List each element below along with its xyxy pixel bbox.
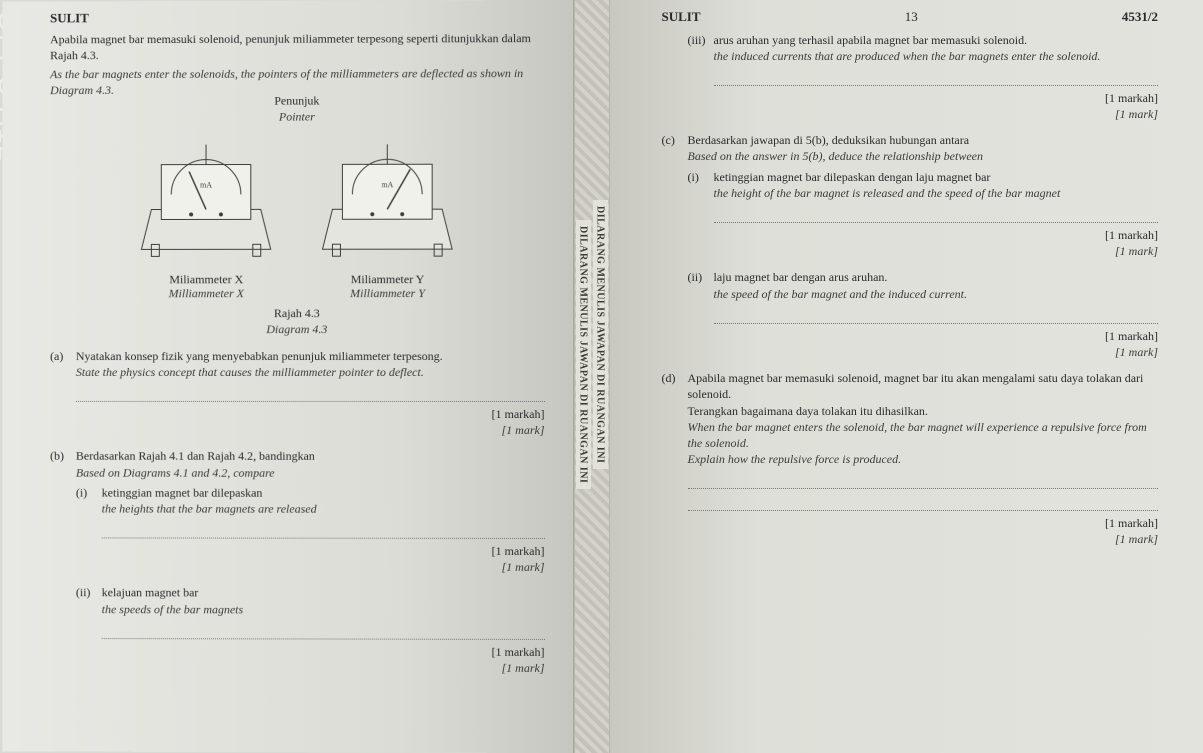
left-page: SULIT Apabila magnet bar memasuki soleno… xyxy=(2,0,573,753)
d-marks: [1 markah] [1 mark] xyxy=(688,515,1159,547)
header-page-num: 13 xyxy=(905,8,918,26)
mark-en: [1 mark] xyxy=(714,344,1159,360)
mark-en: [1 mark] xyxy=(714,243,1159,259)
ci-num: (i) xyxy=(688,169,699,185)
svg-text:mA: mA xyxy=(382,180,394,189)
mark-ms: [1 markah] xyxy=(1105,516,1158,530)
miliammeter-y-svg: mA xyxy=(313,139,463,269)
intro-ms: Apabila magnet bar memasuki solenoid, pe… xyxy=(50,30,544,64)
question-c-i: (i) ketinggian magnet bar dilepaskan den… xyxy=(688,169,1159,260)
a-num: (a) xyxy=(50,348,63,364)
a-ms: Nyatakan konsep fizik yang menyebabkan p… xyxy=(76,348,545,364)
iii-marks: [1 markah] [1 mark] xyxy=(714,90,1159,122)
bi-en: the heights that the bar magnets are rel… xyxy=(102,500,545,517)
answer-line xyxy=(688,475,1159,489)
mark-en: [1 mark] xyxy=(76,422,545,438)
answer-line xyxy=(102,525,545,539)
bii-en: the speeds of the bar magnets xyxy=(102,601,545,618)
pointer-en: Pointer xyxy=(279,110,315,124)
d-ms2: Terangkan bagaimana daya tolakan itu dih… xyxy=(688,403,1159,419)
b-num: (b) xyxy=(50,448,64,464)
c-num: (c) xyxy=(662,132,675,148)
pointer-label: Penunjuk Pointer xyxy=(50,92,544,125)
spine-text-right: DILARANG MENULIS JAWAPAN DI RUANGAN INI xyxy=(593,200,608,469)
question-a: (a) Nyatakan konsep fizik yang menyebabk… xyxy=(50,348,544,439)
question-b-ii: (ii) kelajuan magnet bar the speeds of t… xyxy=(76,585,545,676)
mark-en: [1 mark] xyxy=(102,559,545,576)
mark-ms: [1 markah] xyxy=(492,544,545,558)
iii-en: the induced currents that are produced w… xyxy=(714,48,1159,64)
question-b-iii: (iii) arus aruhan yang terhasil apabila … xyxy=(662,32,1159,123)
bi-ms: ketinggian magnet bar dilepaskan xyxy=(102,484,545,501)
bi-num: (i) xyxy=(76,484,87,500)
answer-line xyxy=(714,72,1159,86)
ci-marks: [1 markah] [1 mark] xyxy=(714,227,1159,259)
header-code: 4531/2 xyxy=(1122,8,1158,26)
b-en: Based on Diagrams 4.1 and 4.2, compare xyxy=(76,464,545,480)
book-spread: SULIT Apabila magnet bar memasuki soleno… xyxy=(0,0,1203,753)
answer-line xyxy=(714,209,1159,223)
a-marks: [1 markah] [1 mark] xyxy=(76,406,545,438)
right-page: SULIT 13 4531/2 (iii) arus aruhan yang t… xyxy=(610,0,1203,753)
iii-ms: arus aruhan yang terhasil apabila magnet… xyxy=(714,32,1159,48)
question-c-ii: (ii) laju magnet bar dengan arus aruhan.… xyxy=(688,269,1159,360)
miliammeter-x-svg: mA xyxy=(132,139,281,269)
answer-line xyxy=(688,497,1159,511)
header-sulit: SULIT xyxy=(662,8,701,26)
left-header: SULIT xyxy=(50,8,544,27)
header-sulit: SULIT xyxy=(50,9,89,27)
ci-ms: ketinggian magnet bar dilepaskan dengan … xyxy=(714,169,1159,185)
bii-ms: kelajuan magnet bar xyxy=(102,585,545,602)
iii-num: (iii) xyxy=(688,32,706,48)
d-en2: Explain how the repulsive force is produ… xyxy=(688,451,1159,467)
svg-text:mA: mA xyxy=(200,180,212,189)
answer-line xyxy=(102,625,545,640)
cii-num: (ii) xyxy=(688,269,703,285)
meter-y-en: Milliammeter Y xyxy=(313,285,463,301)
d-en1: When the bar magnet enters the solenoid,… xyxy=(688,419,1159,451)
meter-y-block: mA Miliammeter Y Milliammeter Y xyxy=(313,139,463,302)
question-d: (d) Apabila magnet bar memasuki solenoid… xyxy=(662,370,1159,548)
bi-marks: [1 markah] [1 mark] xyxy=(102,543,545,576)
bii-num: (ii) xyxy=(76,585,91,601)
d-num: (d) xyxy=(662,370,676,386)
question-c: (c) Berdasarkan jawapan di 5(b), deduksi… xyxy=(662,132,1159,360)
mark-en: [1 mark] xyxy=(714,106,1159,122)
rajah-en: Diagram 4.3 xyxy=(50,321,544,337)
book-spine: DILARANG MENULIS JAWAPAN DI RUANGAN INI … xyxy=(574,0,610,753)
a-en: State the physics concept that causes th… xyxy=(76,364,545,380)
d-ms1: Apabila magnet bar memasuki solenoid, ma… xyxy=(688,370,1159,402)
mark-en: [1 mark] xyxy=(102,659,545,676)
mark-ms: [1 markah] xyxy=(492,645,545,659)
cii-ms: laju magnet bar dengan arus aruhan. xyxy=(714,269,1159,285)
right-header: SULIT 13 4531/2 xyxy=(662,8,1159,26)
question-b: (b) Berdasarkan Rajah 4.1 dan Rajah 4.2,… xyxy=(50,448,544,676)
diagram-row: mA Miliammeter X Milliammeter X mA xyxy=(50,139,544,302)
c-ms: Berdasarkan jawapan di 5(b), deduksikan … xyxy=(688,132,1159,148)
mark-en: [1 mark] xyxy=(688,531,1159,547)
spine-text-left: DILARANG MENULIS JAWAPAN DI RUANGAN INI xyxy=(576,220,591,489)
mark-ms: [1 markah] xyxy=(492,407,545,421)
diagram-caption: Rajah 4.3 Diagram 4.3 xyxy=(50,305,544,338)
cii-en: the speed of the bar magnet and the indu… xyxy=(714,286,1159,302)
meter-x-en: Milliammeter X xyxy=(132,285,281,301)
meter-x-block: mA Miliammeter X Milliammeter X xyxy=(132,139,281,301)
b-ms: Berdasarkan Rajah 4.1 dan Rajah 4.2, ban… xyxy=(76,448,545,464)
mark-ms: [1 markah] xyxy=(1105,329,1158,343)
ci-en: the height of the bar magnet is released… xyxy=(714,185,1159,201)
c-en: Based on the answer in 5(b), deduce the … xyxy=(688,148,1159,164)
cii-marks: [1 markah] [1 mark] xyxy=(714,328,1159,360)
question-b-i: (i) ketinggian magnet bar dilepaskan the… xyxy=(76,484,545,575)
answer-line xyxy=(76,388,545,402)
answer-line xyxy=(714,310,1159,324)
mark-ms: [1 markah] xyxy=(1105,91,1158,105)
mark-ms: [1 markah] xyxy=(1105,228,1158,242)
bii-marks: [1 markah] [1 mark] xyxy=(102,643,545,676)
rajah-ms: Rajah 4.3 xyxy=(50,305,544,321)
pointer-ms: Penunjuk xyxy=(274,94,319,108)
